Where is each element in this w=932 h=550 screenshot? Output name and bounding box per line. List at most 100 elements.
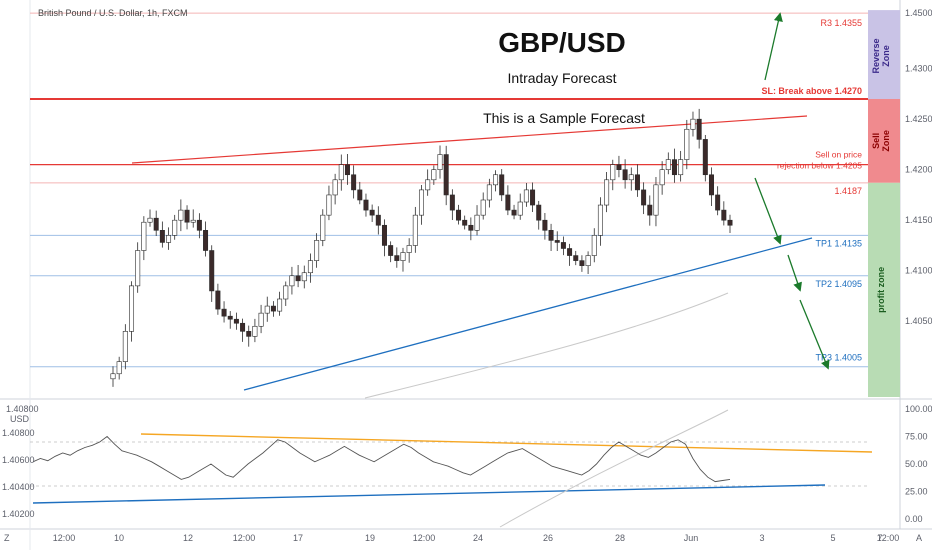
candle-body [326,194,332,216]
candle-body [721,209,727,221]
candle-body [172,219,178,236]
time-axis-label: 24 [473,533,483,543]
candle-body [684,128,690,160]
candle-body [233,318,239,324]
candle-body [129,285,135,332]
candle-body [647,204,653,216]
candle-body [314,240,320,261]
candle-body [542,219,548,231]
sl-label: SL: Break above 1.4270 [761,86,862,96]
candle-body [727,219,733,226]
tp2-label: TP2 1.4095 [815,279,862,289]
candle-body [523,189,529,203]
candle-body [708,174,714,196]
candle-body [357,189,363,201]
candle-body [456,209,462,221]
candle-body [696,118,702,140]
candle-body [375,214,381,226]
time-axis-label: 12:00 [877,533,900,543]
candle-body [505,194,511,211]
candle-body [443,154,449,196]
candle-body [166,235,172,243]
candle-body [258,312,264,327]
candle-body [530,189,536,206]
symbol-caption: British Pound / U.S. Dollar, 1h, FXCM [38,8,188,18]
sell-label-line2: rejection below 1.4205 [777,161,862,171]
candle-body [462,219,468,226]
osc-right-tick-label: 25.00 [905,487,928,497]
candle-body [678,159,684,176]
candle-body [406,245,412,253]
time-axis-label: 3 [759,533,764,543]
candle-body [468,224,474,231]
candle-body [579,260,585,266]
candle-body [141,221,147,251]
level-4187-label: 1.4187 [834,186,862,196]
candle-body [363,199,369,211]
osc-blue-trendline [32,484,826,504]
candle-body [585,255,591,266]
candle-body [351,174,357,191]
candle-body [431,169,437,181]
candle-body [573,255,579,261]
candle-body [536,204,542,221]
time-axis-label: 12:00 [233,533,256,543]
candle-body [320,214,326,241]
candle-body [400,252,406,261]
candle-body [715,194,721,211]
candle-body [338,164,344,181]
candle-body [147,217,153,223]
candle-body [702,139,708,176]
candle-body [437,154,443,170]
candle-body [412,214,418,246]
osc-scale-label: 1.40800 [6,404,39,414]
candle-body [252,325,258,337]
candle-body [425,179,431,191]
osc-right-tick-label: 75.00 [905,432,928,442]
osc-secondary-line [499,409,729,528]
osc-right-tick-label: 100.00 [905,404,932,414]
osc-right-tick-label: 0.00 [905,514,923,524]
reverse-zone-box [868,10,900,99]
candle-body [480,199,486,216]
rsi-line [32,435,731,483]
currency-label: USD [10,414,30,424]
forecast-arrow [754,177,782,245]
candle-body [388,245,394,256]
price-axis-tick-label: 1.4300 [905,64,932,74]
corner-right-label: A [916,533,922,543]
candle-body [215,290,221,310]
candle-body [369,209,375,216]
sell-label-line1: Sell on price [815,150,862,160]
sample-note: This is a Sample Forecast [483,110,645,126]
lower-trendline [243,237,813,391]
candle-body [283,285,289,300]
candle-body [604,179,610,206]
candle-body [567,248,573,256]
candle-body [203,230,209,251]
forecast-arrow [787,254,802,292]
candle-body [622,169,628,181]
reverse-zone-label: ReverseZone [871,39,891,74]
candle-body [264,305,270,314]
candle-body [591,235,597,256]
candle-body [597,204,603,236]
time-axis-label: 26 [543,533,553,543]
candle-body [135,250,141,287]
forecast-arrow [764,12,783,81]
time-axis-label: 12 [183,533,193,543]
price-axis-tick-label: 1.4500 [905,8,932,18]
candle-body [209,250,215,292]
candle-body [301,272,307,282]
candle-body [295,275,301,282]
price-axis-tick-label: 1.4100 [905,266,932,276]
chart-title: GBP/USD [498,27,626,58]
candle-body [560,242,566,249]
candle-body [493,174,499,186]
candle-body [634,174,640,191]
r3-label: R3 1.4355 [820,18,862,28]
osc-left-tick-label: 1.40400 [2,482,35,492]
candle-body [671,159,677,176]
